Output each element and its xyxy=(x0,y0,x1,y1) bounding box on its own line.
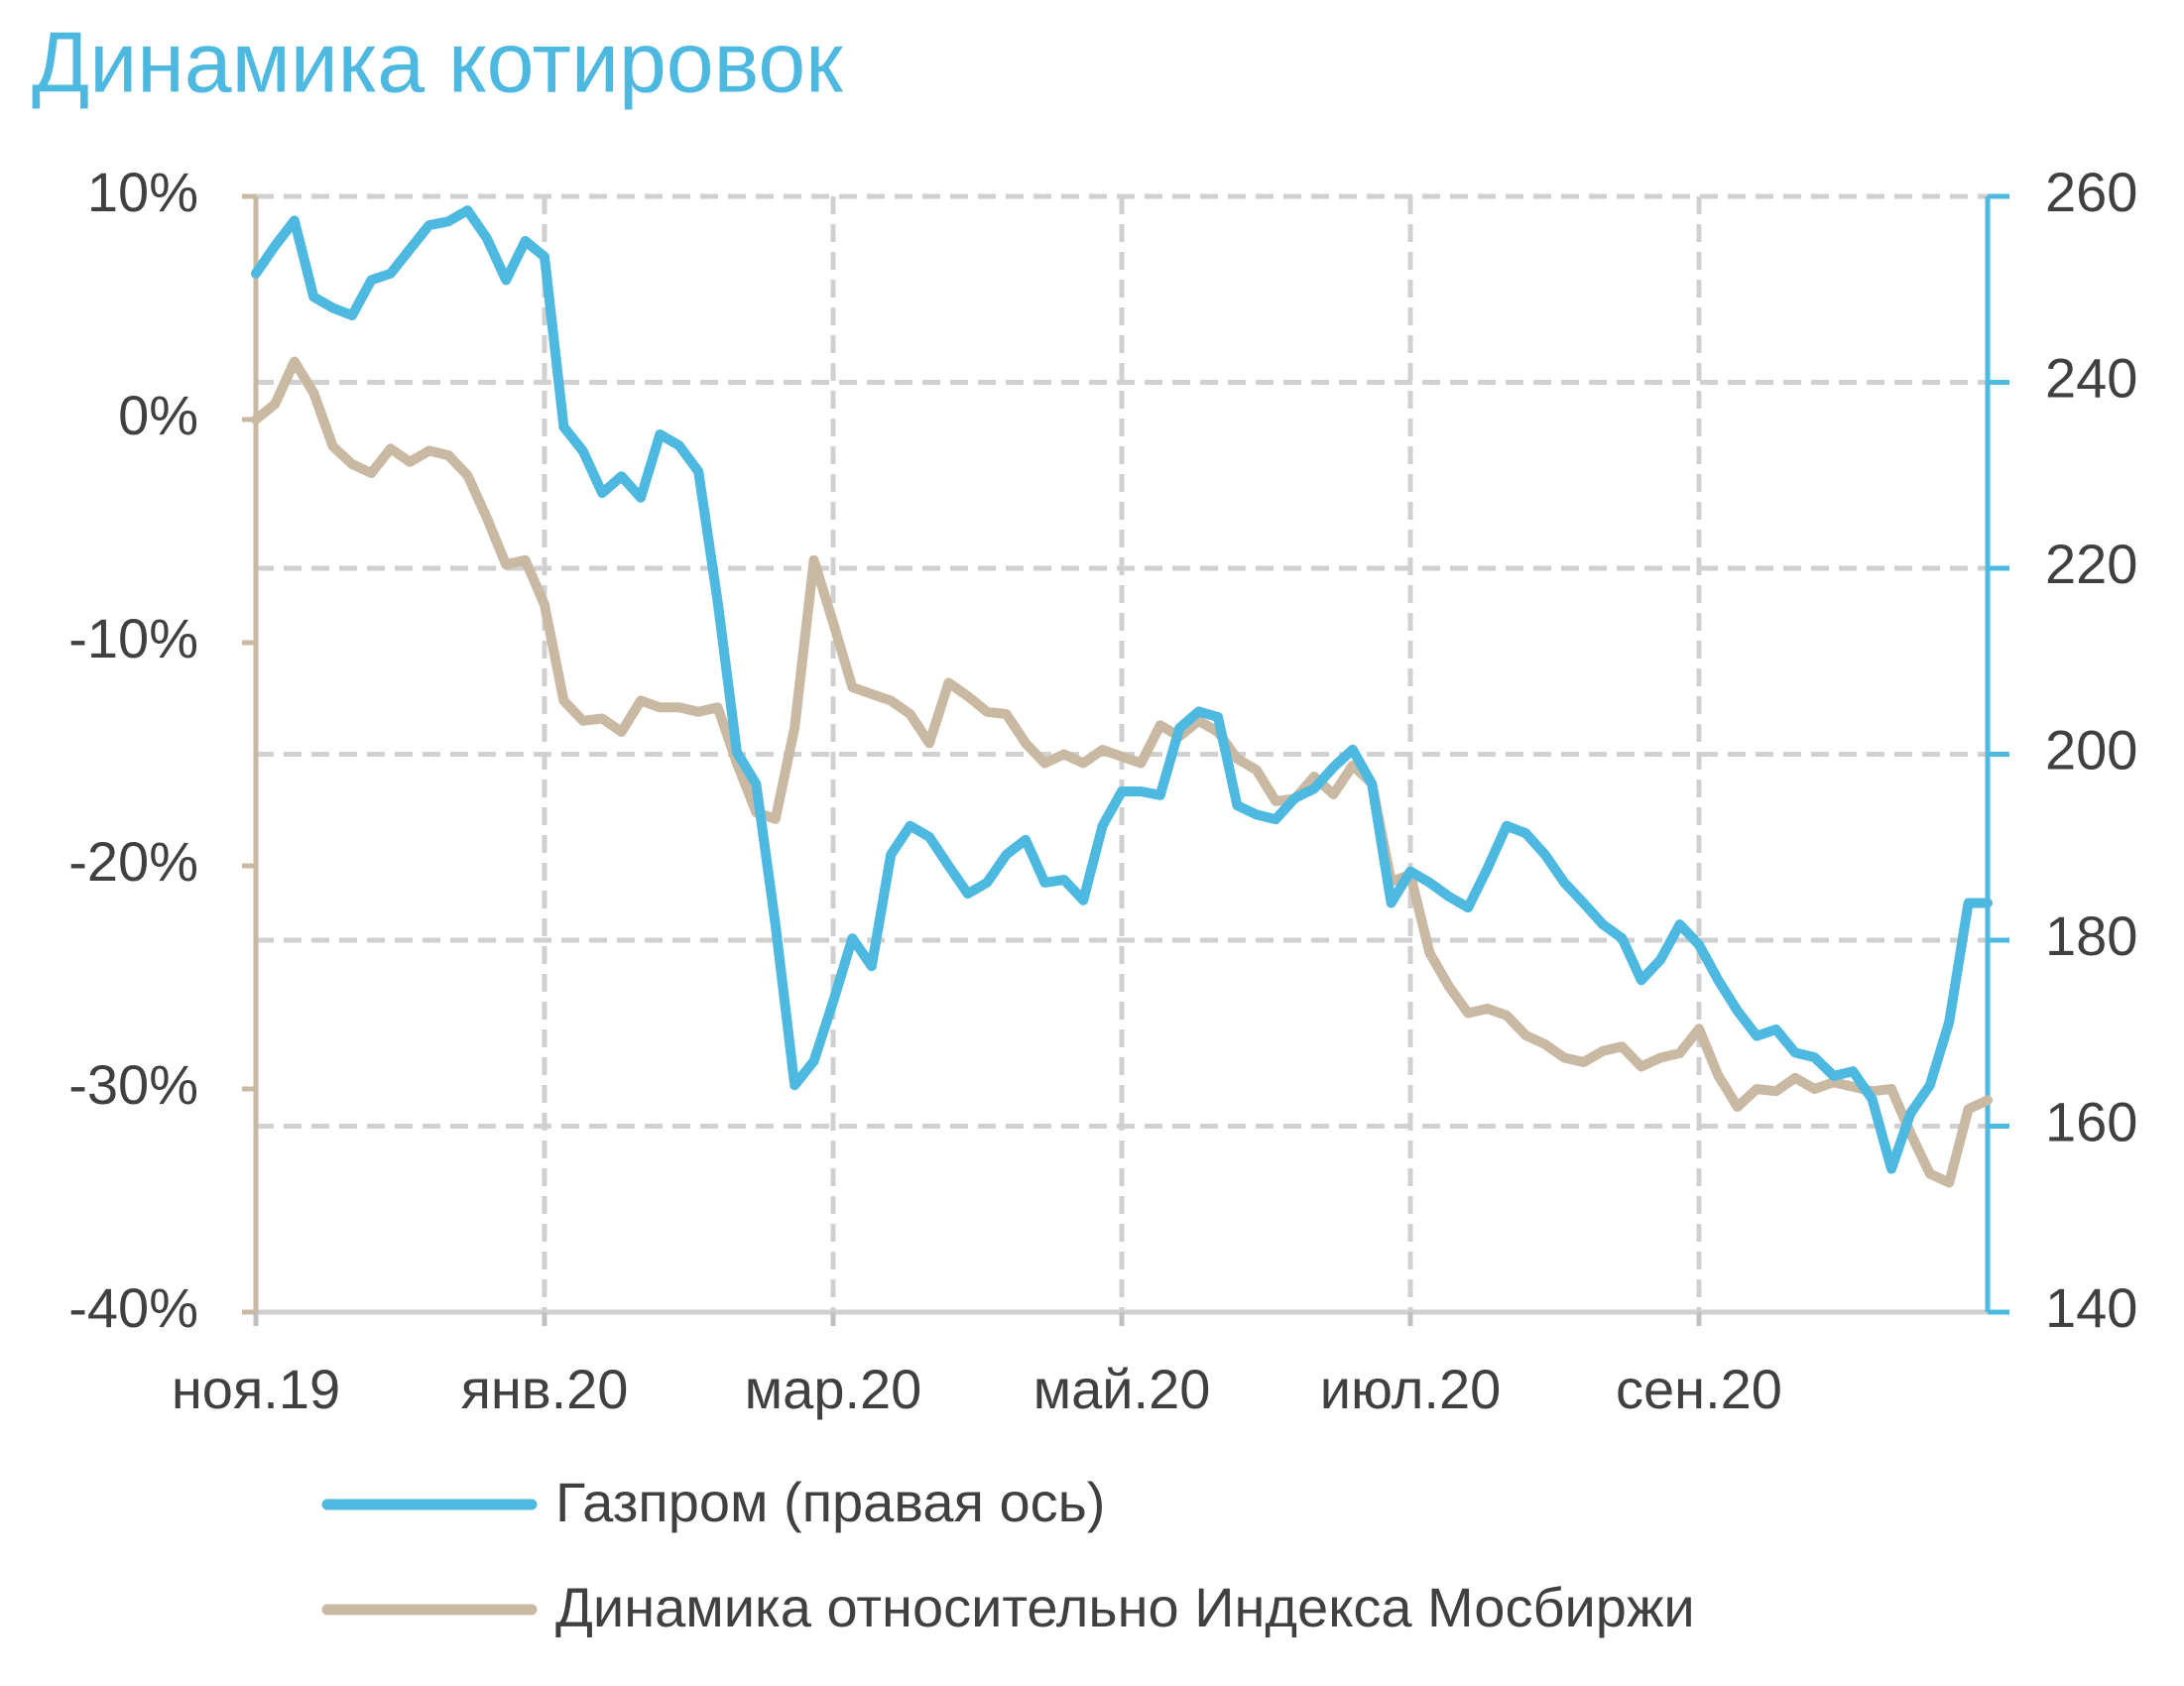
x-tick-label: мар.20 xyxy=(745,1358,922,1420)
y2-tick-label: 160 xyxy=(2045,1090,2137,1152)
y-tick-label: 10% xyxy=(87,161,198,223)
chart-title: Динамика котировок xyxy=(32,16,844,111)
y2-tick-label: 140 xyxy=(2045,1276,2137,1339)
y2-tick-label: 240 xyxy=(2045,346,2137,409)
y2-tick-label: 220 xyxy=(2045,533,2137,595)
x-tick-label: сен.20 xyxy=(1616,1358,1782,1420)
y-tick-label: -40% xyxy=(68,1276,198,1339)
legend-label: Динамика относительно Индекса Мосбиржи xyxy=(555,1576,1695,1638)
x-tick-label: ноя.19 xyxy=(172,1358,340,1420)
series-line xyxy=(251,356,1993,1188)
y2-tick-label: 180 xyxy=(2045,904,2137,967)
series-line xyxy=(251,205,1993,1174)
x-tick-label: май.20 xyxy=(1033,1358,1211,1420)
x-tick-label: июл.20 xyxy=(1320,1358,1502,1420)
legend-label: Газпром (правая ось) xyxy=(555,1471,1105,1533)
y2-tick-label: 260 xyxy=(2045,161,2137,223)
y-tick-label: 0% xyxy=(118,384,198,446)
y2-tick-label: 200 xyxy=(2045,718,2137,781)
y-tick-label: -20% xyxy=(68,830,198,893)
y-tick-label: -10% xyxy=(68,607,198,669)
x-tick-label: янв.20 xyxy=(461,1358,629,1420)
y-tick-label: -30% xyxy=(68,1053,198,1116)
